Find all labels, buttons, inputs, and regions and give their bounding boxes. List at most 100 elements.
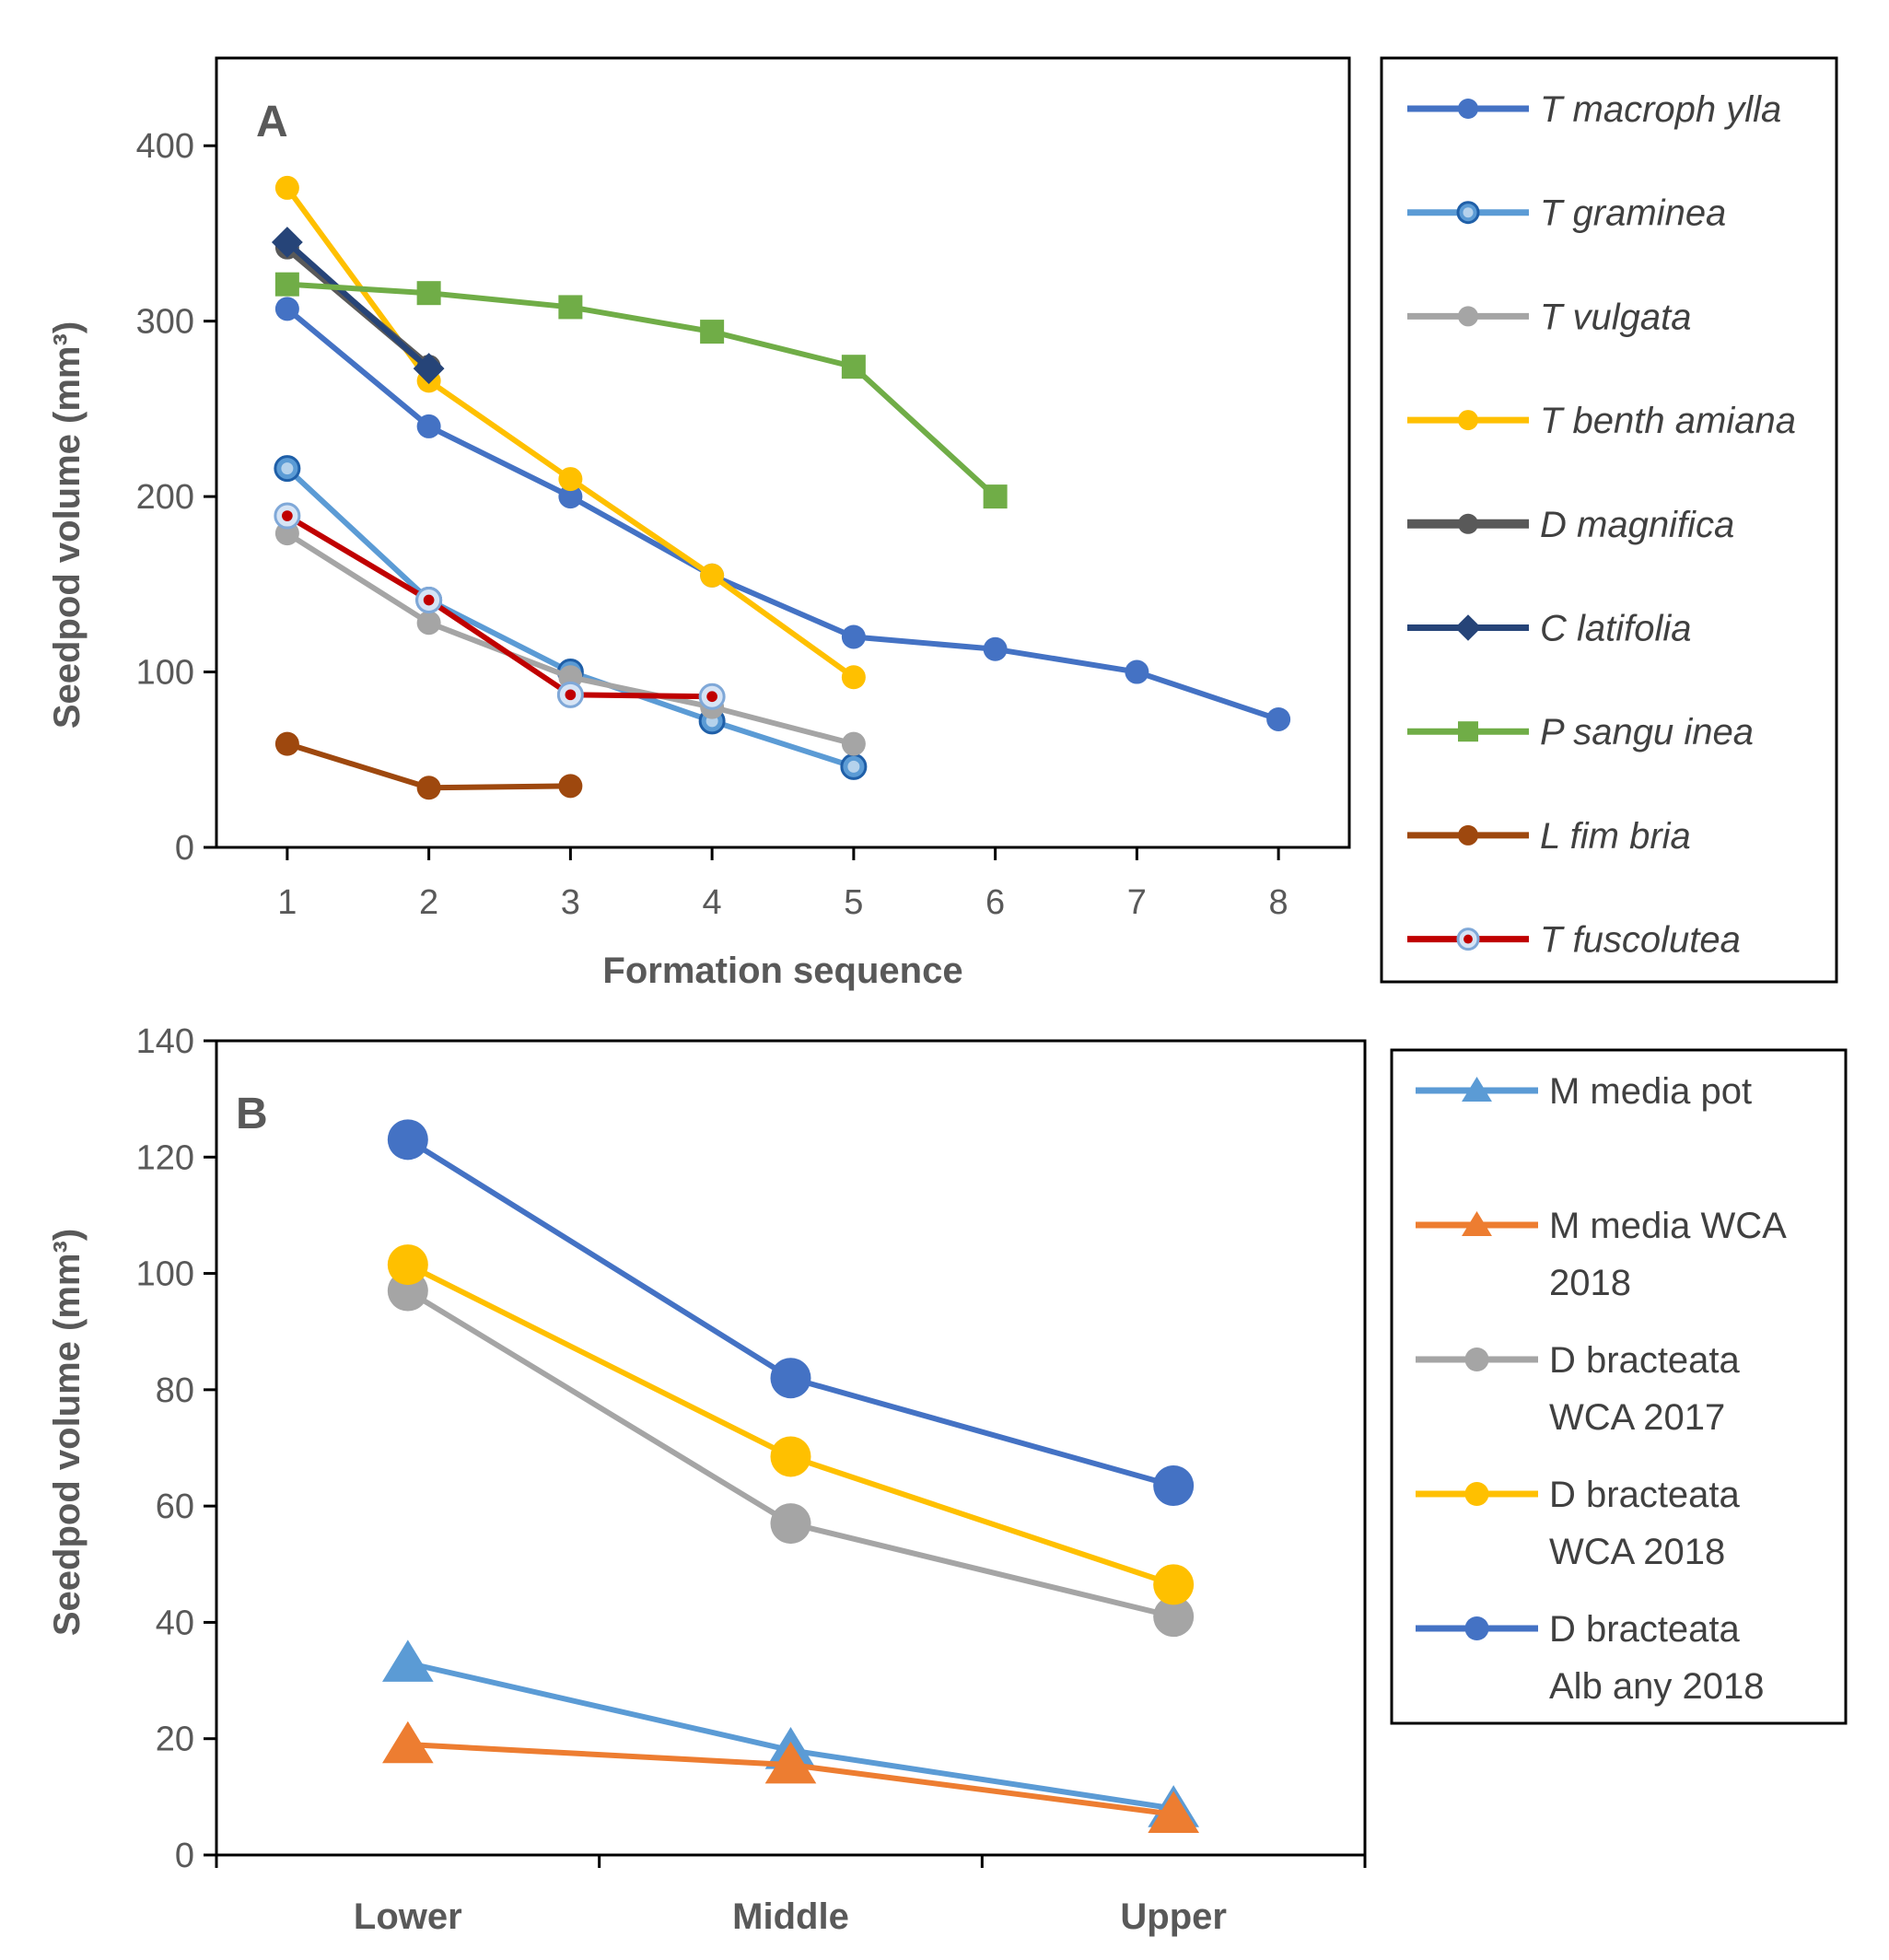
legend-label: T graminea [1540, 193, 1726, 234]
series-d-bracteata-wca-2018 [387, 1244, 1195, 1605]
data-point-l-fim-bria [274, 731, 299, 756]
data-point-d-bracteata-wca-2018 [770, 1436, 811, 1477]
legend-marker-shape [1458, 99, 1478, 119]
data-point-m-media-wca-2018-shape [382, 1721, 434, 1764]
legend-marker [1458, 721, 1478, 742]
panel-b: B 0 20 40 60 80 100 120 140 Lower Middle Upper See… [47, 1022, 1848, 1937]
series-line-c-latifolia [285, 239, 431, 371]
panel-a-y-axis-title: Seedpod volume (mm³) [47, 321, 87, 729]
data-point-d-bracteata-albany-2018 [387, 1119, 428, 1161]
legend-item-p-sangu-inea: P sangu inea [1407, 712, 1754, 752]
legend-item-d-bracteata-wca-2018: D bracteata WCA 2018 [1416, 1475, 1741, 1572]
data-point-m-media-wca-2018-shape [1148, 1791, 1199, 1834]
panel-b-y-tick-label: 60 [156, 1488, 194, 1526]
panel-a-y-tick-label: 300 [136, 303, 194, 342]
legend-marker [1458, 306, 1478, 327]
legend-item-c-latifolia: C latifolia [1407, 609, 1692, 649]
data-point-t-vulgata-shape [841, 731, 866, 756]
series-line-t-macroph-ylla [285, 307, 1280, 722]
data-point-t-fuscolutea [415, 586, 443, 613]
data-point-c-latifolia [413, 353, 445, 384]
data-point-d-bracteata-wca-2017 [770, 1503, 811, 1545]
panel-b-x-tick-label: Middle [732, 1896, 849, 1937]
data-point-l-fim-bria-shape [558, 774, 583, 799]
legend-label: P sangu inea [1540, 712, 1754, 752]
series-line-t-fuscolutea [286, 513, 713, 700]
panel-b-y-tick-label: 140 [136, 1022, 194, 1061]
panel-a-letter: A [256, 98, 288, 146]
data-point-d-bracteata-albany-2018 [1153, 1465, 1195, 1507]
panel-a-plot-area [215, 56, 1351, 849]
legend-label: T benth amiana [1540, 401, 1796, 441]
legend-marker-shape [1454, 614, 1482, 641]
data-point-t-macroph-ylla-shape [1125, 659, 1149, 684]
data-point-l-fim-bria [416, 776, 441, 800]
legend-label: D bracteata WCA 2018 [1549, 1475, 1741, 1572]
series-d-bracteata-wca-2017 [387, 1270, 1195, 1638]
legend-item-l-fim-bria: L fim bria [1407, 816, 1691, 857]
legend-label: C latifolia [1540, 609, 1692, 649]
series-t-benth-amiana [274, 175, 866, 690]
legend-marker [1464, 1482, 1489, 1506]
data-point-t-benth-amiana-shape [841, 665, 866, 690]
data-point-t-macroph-ylla [558, 484, 583, 509]
panel-a-y-tick-label: 200 [136, 478, 194, 517]
legend-label: L fim bria [1540, 816, 1691, 857]
panel-b-y-tick-label: 100 [136, 1255, 194, 1294]
data-point-d-bracteata-wca-2018 [387, 1244, 428, 1286]
data-point-t-macroph-ylla [841, 624, 866, 649]
legend-marker-shape [1464, 1616, 1489, 1640]
data-point-p-sangu-inea-shape [983, 484, 1008, 509]
legend-marker [1458, 99, 1478, 119]
legend-label: D bracteata Alb any 2018 [1549, 1609, 1765, 1707]
legend-item-d-magnifica: D magnifica [1407, 505, 1734, 545]
data-point-t-fuscolutea-center [565, 689, 577, 701]
data-point-t-graminea-center [847, 760, 860, 773]
data-point-d-bracteata-wca-2017-shape [1153, 1596, 1195, 1638]
panel-a-y-tick-label: 0 [175, 829, 194, 868]
legend-marker [1458, 513, 1478, 534]
panel-a-x-tick-label: 7 [1127, 883, 1147, 922]
legend-marker-shape [1458, 410, 1478, 431]
data-point-d-bracteata-albany-2018-shape [387, 1119, 428, 1161]
data-point-d-bracteata-wca-2018 [1153, 1564, 1195, 1605]
data-point-t-vulgata [416, 611, 441, 636]
legend-label: M media WCA 2018 [1549, 1206, 1787, 1303]
data-point-t-macroph-ylla [1266, 706, 1291, 731]
data-point-t-macroph-ylla-shape [841, 624, 866, 649]
series-l-fim-bria [274, 731, 583, 800]
legend-item-t-benth-amiana: T benth amiana [1407, 401, 1796, 441]
legend-marker-shape [1464, 1482, 1489, 1506]
panel-a-x-tick-label: 1 [277, 883, 297, 922]
series-p-sangu-inea [274, 272, 1008, 509]
data-point-t-macroph-ylla-shape [1266, 706, 1291, 731]
data-point-t-fuscolutea [698, 682, 726, 710]
data-point-d-bracteata-wca-2018-shape [1153, 1564, 1195, 1605]
panel-a-y-tick-label: 100 [136, 654, 194, 693]
data-point-t-macroph-ylla-shape [416, 414, 441, 438]
data-point-p-sangu-inea-shape [274, 272, 299, 297]
legend-label: T fuscolutea [1540, 920, 1741, 961]
data-point-c-latifolia-shape [413, 353, 445, 384]
legend-marker-shape [1462, 1077, 1492, 1102]
panel-b-letter: B [236, 1090, 268, 1138]
legend-label-line: Alb any 2018 [1549, 1666, 1765, 1707]
data-point-t-fuscolutea-center [706, 691, 717, 703]
data-point-d-bracteata-albany-2018 [770, 1358, 811, 1399]
data-point-t-macroph-ylla-shape [558, 484, 583, 509]
data-point-p-sangu-inea-shape [558, 295, 583, 320]
panel-b-y-axis-title: Seedpod volume (mm³) [47, 1229, 87, 1636]
panel-b-legend: M media pot M media WCA 2018 D bracteata WCA… [1416, 1071, 1787, 1707]
data-point-t-fuscolutea-center [423, 594, 435, 606]
legend-label: T macroph ylla [1540, 89, 1781, 130]
data-point-p-sangu-inea-shape [416, 281, 441, 306]
series-d-bracteata-albany-2018 [387, 1119, 1195, 1507]
legend-item-t-macroph-ylla: T macroph ylla [1407, 89, 1781, 130]
data-point-t-vulgata-shape [416, 611, 441, 636]
legend-marker [1462, 1077, 1492, 1102]
data-point-d-bracteata-albany-2018-shape [1153, 1465, 1195, 1507]
legend-label-line: M media pot [1549, 1071, 1752, 1112]
data-point-t-graminea-center [281, 462, 294, 475]
data-point-t-benth-amiana-shape [700, 563, 725, 588]
